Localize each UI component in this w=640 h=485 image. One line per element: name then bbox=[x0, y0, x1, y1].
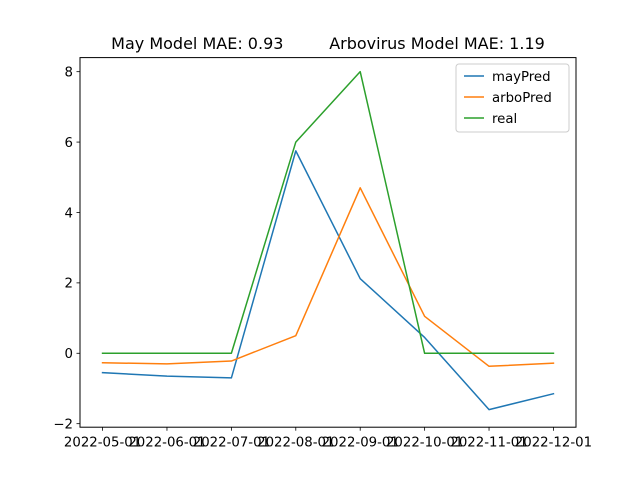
legend-label-real: real bbox=[492, 112, 517, 127]
series-line-real bbox=[101, 70, 555, 355]
legend: mayPred arboPred real bbox=[455, 63, 570, 133]
plot-frame bbox=[79, 57, 577, 428]
x-tick-label: 2022-06-01 bbox=[128, 436, 205, 451]
series-line-mayPred bbox=[101, 150, 555, 411]
x-tick-label: 2022-12-01 bbox=[515, 436, 592, 451]
legend-box bbox=[455, 63, 570, 133]
x-tick-label: 2022-07-01 bbox=[193, 436, 270, 451]
chart-title: May Model MAE: 0.93 Arbovirus Model MAE:… bbox=[111, 34, 545, 53]
plot-lines bbox=[101, 70, 555, 411]
y-tick-label: 4 bbox=[65, 206, 73, 221]
y-axis: −2 0 2 4 6 8 bbox=[53, 65, 80, 432]
x-tick-label: 2022-10-01 bbox=[386, 436, 463, 451]
x-tick-label: 2022-11-01 bbox=[450, 436, 527, 451]
y-tick-label: 8 bbox=[65, 65, 73, 80]
legend-label-arboPred: arboPred bbox=[492, 91, 552, 106]
y-tick-label: 2 bbox=[65, 277, 73, 292]
series-line-arboPred bbox=[101, 187, 555, 368]
y-tick-label: 6 bbox=[65, 136, 73, 151]
y-tick-label: −2 bbox=[53, 417, 73, 432]
y-tick-label: 0 bbox=[65, 347, 73, 362]
legend-label-mayPred: mayPred bbox=[492, 70, 551, 85]
x-axis: 2022-05-012022-06-012022-07-012022-08-01… bbox=[64, 427, 592, 451]
x-tick-label: 2022-05-01 bbox=[64, 436, 141, 451]
x-tick-label: 2022-09-01 bbox=[322, 436, 399, 451]
x-tick-label: 2022-08-01 bbox=[257, 436, 334, 451]
